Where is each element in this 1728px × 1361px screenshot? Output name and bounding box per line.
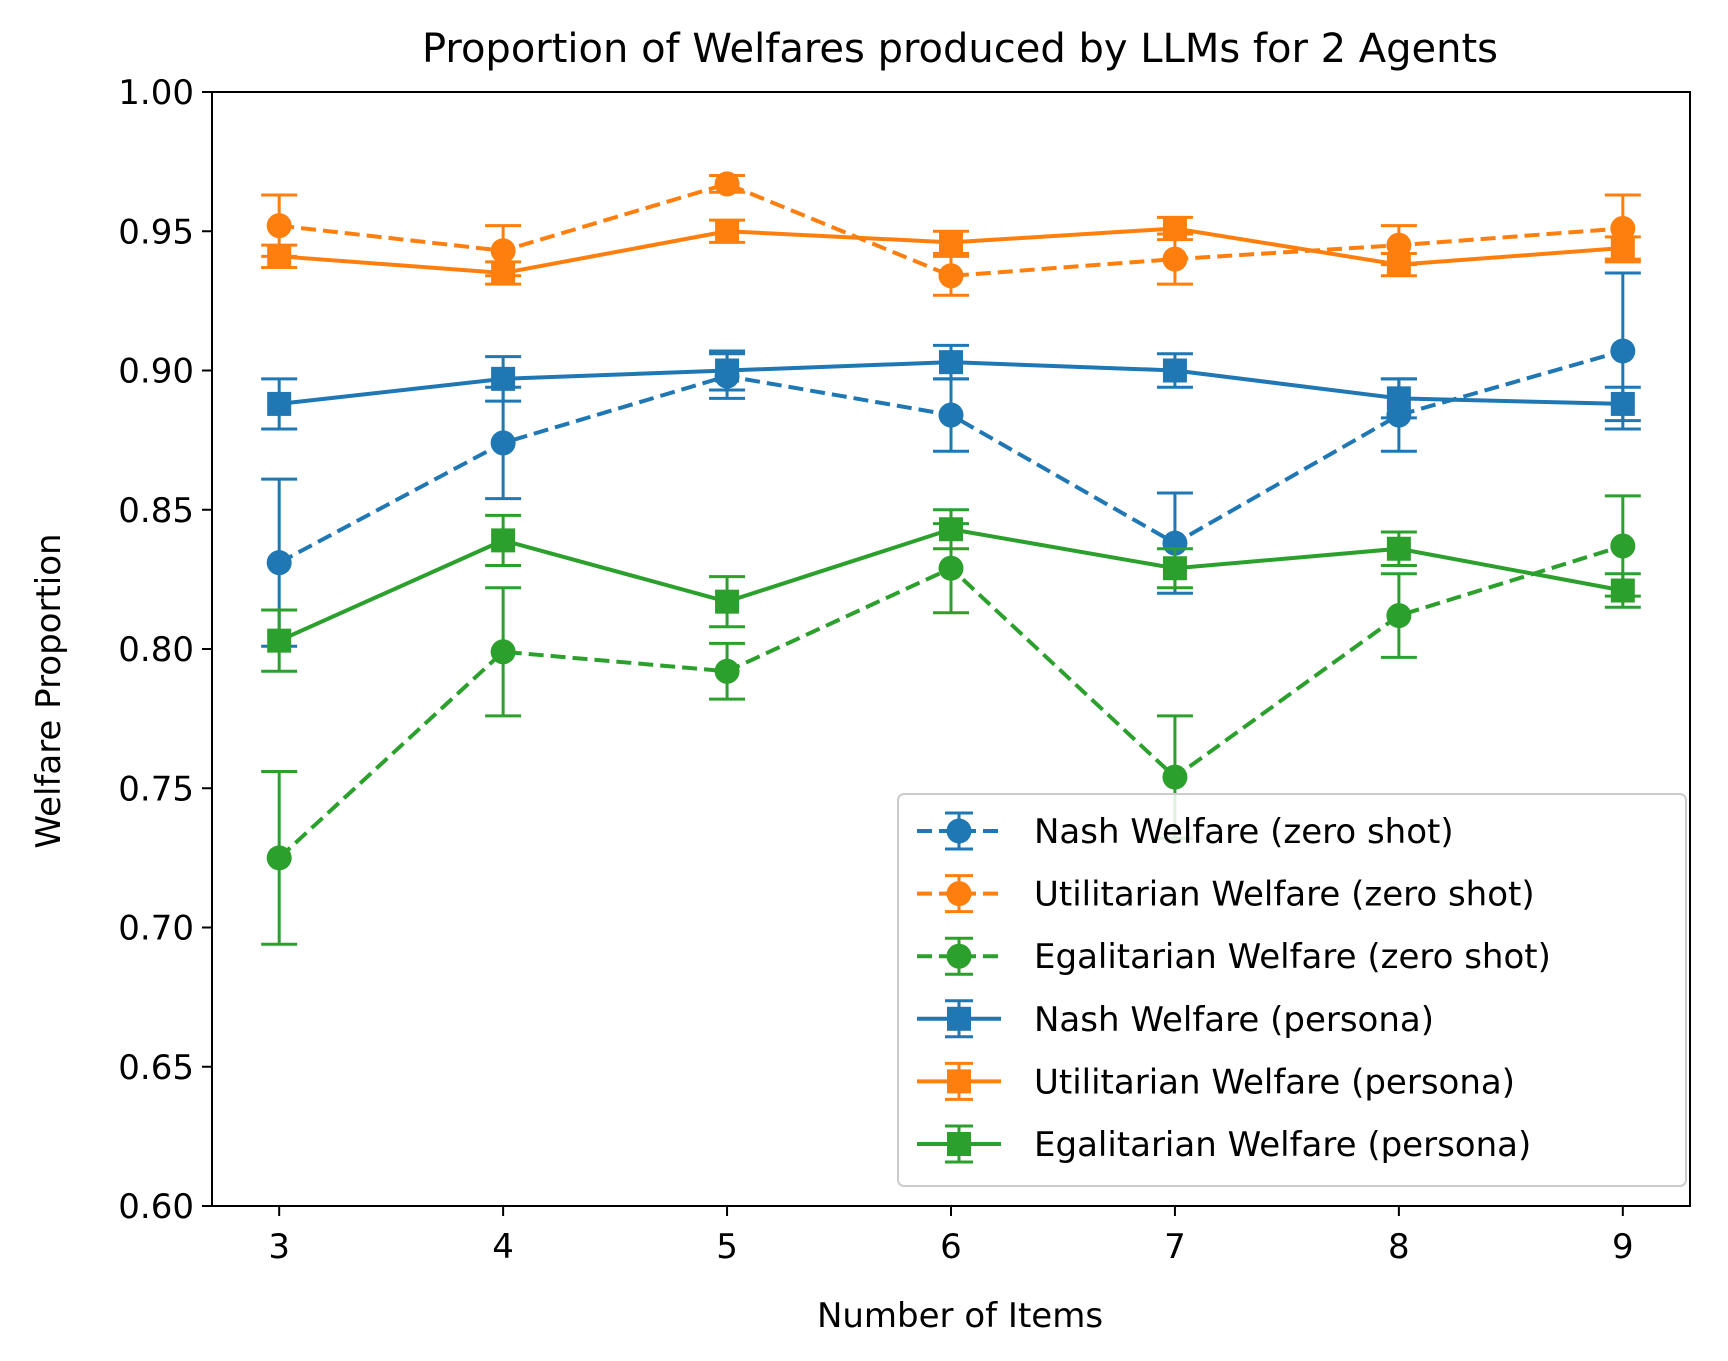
data-point <box>1386 603 1412 629</box>
data-point <box>490 238 516 264</box>
legend-marker <box>947 1132 971 1156</box>
legend-box <box>897 793 1687 1187</box>
data-point <box>715 219 740 244</box>
chart-title: Proportion of Welfares produced by LLMs … <box>422 26 1498 72</box>
x-tick-label: 5 <box>716 1227 738 1267</box>
y-tick-label: 0.70 <box>118 909 194 949</box>
data-point <box>491 366 516 391</box>
data-point <box>1386 232 1412 258</box>
y-tick-label: 0.65 <box>118 1048 194 1088</box>
legend-label: Nash Welfare (persona) <box>1034 1000 1434 1040</box>
data-point <box>1610 391 1635 416</box>
x-tick-label: 6 <box>940 1227 962 1267</box>
y-tick-label: 0.95 <box>118 212 194 252</box>
data-point <box>939 230 963 255</box>
series-5 <box>261 215 1641 286</box>
data-point <box>1610 338 1636 364</box>
legend-marker <box>946 943 972 969</box>
series-3 <box>261 494 1641 946</box>
data-point <box>1162 246 1188 272</box>
data-point <box>491 528 516 553</box>
x-tick-label: 4 <box>492 1227 514 1267</box>
data-point <box>1386 252 1411 277</box>
data-point <box>490 639 516 665</box>
data-point <box>938 402 964 428</box>
data-point <box>714 658 740 684</box>
data-point <box>1610 235 1635 260</box>
data-point <box>267 244 292 269</box>
data-point <box>715 358 740 383</box>
legend-label: Egalitarian Welfare (zero shot) <box>1034 937 1551 977</box>
x-axis-label: Number of Items <box>817 1296 1103 1336</box>
legend-marker <box>947 1006 971 1031</box>
legend-label: Nash Welfare (zero shot) <box>1034 812 1454 852</box>
y-tick-label: 0.75 <box>118 769 194 809</box>
data-point <box>1162 358 1187 383</box>
y-tick-label: 1.00 <box>118 73 194 113</box>
legend-label: Utilitarian Welfare (persona) <box>1034 1062 1515 1102</box>
y-tick-label: 0.85 <box>118 491 194 531</box>
y-axis-label: Welfare Proportion <box>29 533 69 848</box>
data-point <box>938 263 964 289</box>
data-point <box>491 261 516 286</box>
data-point <box>714 171 740 197</box>
x-tick-label: 3 <box>268 1227 290 1267</box>
data-point <box>1610 578 1635 603</box>
legend-marker <box>947 1069 971 1094</box>
data-point <box>939 350 963 375</box>
legend-label: Egalitarian Welfare (persona) <box>1034 1125 1531 1165</box>
plot-area <box>261 171 1641 946</box>
data-point <box>1610 533 1636 559</box>
data-point <box>1386 386 1411 411</box>
data-point <box>266 213 292 239</box>
x-tick-label: 8 <box>1388 1227 1410 1267</box>
data-point <box>715 589 740 614</box>
legend-label: Utilitarian Welfare (zero shot) <box>1034 875 1535 915</box>
data-point <box>267 628 292 653</box>
series-4 <box>261 343 1641 431</box>
x-tick-label: 9 <box>1612 1227 1634 1267</box>
data-point <box>266 845 292 871</box>
legend-marker <box>946 881 972 907</box>
axes: 0.60 0.65 0.70 0.75 0.80 0.85 0.90 0.95 1.00 3 4 5 6… <box>118 73 1691 1267</box>
y-tick-label: 0.60 <box>118 1187 194 1227</box>
data-point <box>1386 536 1411 561</box>
y-tick-label: 0.80 <box>118 630 194 670</box>
legend-marker <box>946 818 972 844</box>
data-point <box>490 430 516 456</box>
series-6 <box>261 508 1641 673</box>
x-tick-label: 7 <box>1164 1227 1186 1267</box>
data-point <box>938 555 964 581</box>
data-point <box>1162 556 1187 581</box>
data-point <box>1162 216 1187 241</box>
data-point <box>1610 215 1636 241</box>
data-point <box>939 517 963 542</box>
data-point <box>1162 764 1188 790</box>
legend: Nash Welfare (zero shot) Utilitarian Welf… <box>897 793 1687 1187</box>
data-point <box>267 391 292 416</box>
y-tick-label: 0.90 <box>118 352 194 392</box>
data-point <box>266 550 292 576</box>
